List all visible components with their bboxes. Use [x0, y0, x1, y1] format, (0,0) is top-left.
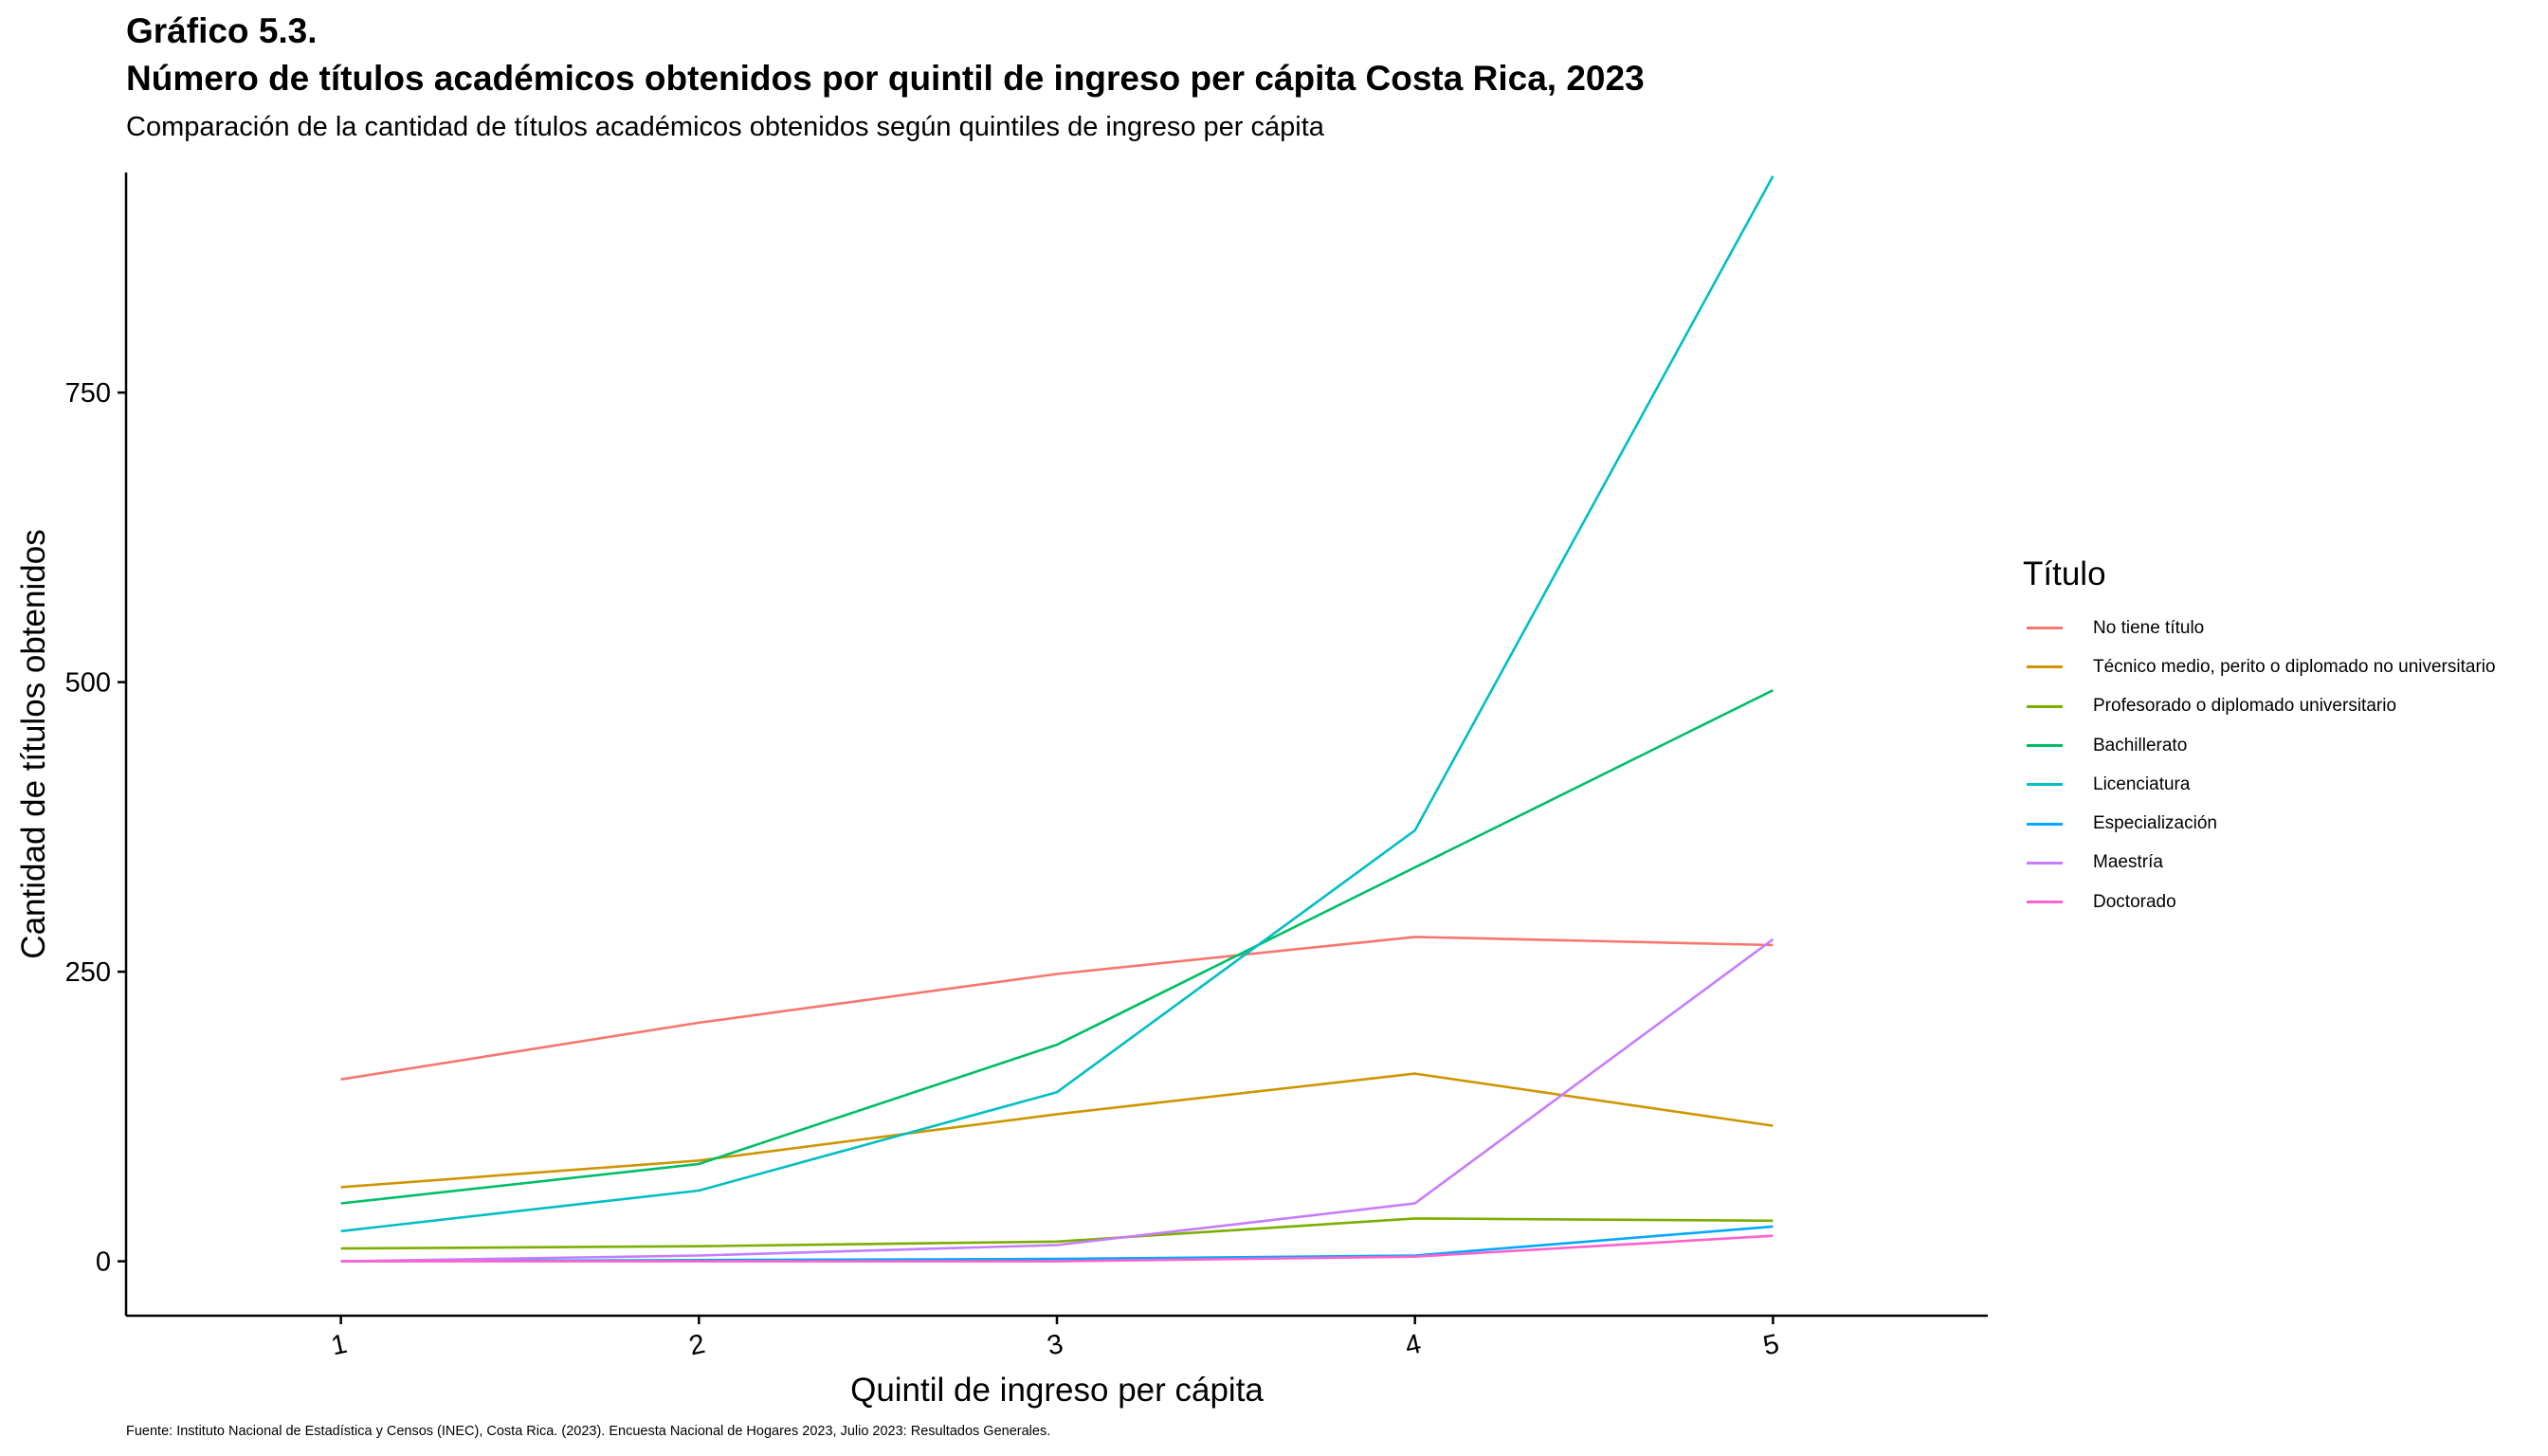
legend-title: Título — [2023, 555, 2106, 592]
series-line-0 — [340, 936, 1774, 1081]
title-block: Gráfico 5.3. Número de títulos académico… — [126, 8, 1645, 146]
legend-label: Profesorado o diplomado universitario — [2093, 696, 2397, 717]
legend-key-line — [2027, 783, 2063, 787]
series-line-1 — [340, 1072, 1774, 1189]
legend-label: Técnico medio, perito o diplomado no uni… — [2093, 656, 2496, 677]
source-caption: Fuente: Instituto Nacional de Estadístic… — [126, 1424, 1051, 1439]
y-tick-label: 250 — [65, 957, 111, 988]
legend: Título No tiene título Técnico medio, per… — [2023, 554, 2496, 921]
y-tick-label: 500 — [65, 668, 111, 699]
series-line-6 — [340, 937, 1774, 1263]
series-lines — [340, 175, 1774, 1263]
x-tick-label: 1 — [329, 1329, 350, 1362]
series-line-3 — [340, 689, 1774, 1205]
legend-item: Especialización — [2023, 804, 2496, 843]
x-axis-title: Quintil de ingreso per cápita — [850, 1372, 1264, 1409]
legend-items: No tiene título Técnico medio, perito o d… — [2023, 609, 2496, 921]
y-axis-ticks: 0 250 500 750 — [65, 378, 126, 1278]
x-tick-label: 2 — [686, 1329, 707, 1362]
legend-item: Maestría — [2023, 844, 2496, 883]
legend-item: Profesorado o diplomado universitario — [2023, 687, 2496, 726]
legend-label: Bachillerato — [2093, 735, 2188, 755]
series-line-4 — [340, 175, 1774, 1233]
legend-key-line — [2027, 627, 2063, 630]
y-axis-title: Cantidad de títulos obtenidos — [15, 529, 52, 958]
x-tick-label: 4 — [1403, 1329, 1424, 1362]
series-line-2 — [340, 1217, 1774, 1250]
y-tick-label: 750 — [65, 378, 111, 409]
legend-item: Bachillerato — [2023, 726, 2496, 765]
series-line-7 — [340, 1234, 1774, 1263]
legend-label: Licenciatura — [2093, 774, 2191, 794]
chart-title-line-2: Número de títulos académicos obtenidos p… — [126, 59, 1645, 98]
legend-label: Especialización — [2093, 813, 2217, 834]
legend-label: Doctorado — [2093, 891, 2176, 912]
chart-title-line-1: Gráfico 5.3. — [126, 11, 318, 50]
y-tick-label: 0 — [96, 1247, 111, 1278]
x-tick-label: 3 — [1045, 1329, 1065, 1362]
legend-key-line — [2027, 822, 2063, 826]
x-axis-ticks: 1 2 3 4 5 — [329, 1316, 1782, 1362]
legend-key-line — [2027, 901, 2063, 904]
legend-key-line — [2027, 704, 2063, 708]
legend-item: Doctorado — [2023, 883, 2496, 921]
legend-key-line — [2027, 744, 2063, 748]
legend-label: Maestría — [2093, 852, 2163, 873]
legend-key-line — [2027, 665, 2063, 669]
legend-key-line — [2027, 861, 2063, 864]
chart-subtitle: Comparación de la cantidad de títulos ac… — [126, 112, 1324, 142]
legend-label: No tiene título — [2093, 617, 2205, 638]
legend-item: Técnico medio, perito o diplomado no uni… — [2023, 647, 2496, 686]
legend-item: Licenciatura — [2023, 765, 2496, 804]
legend-item: No tiene título — [2023, 609, 2496, 647]
x-tick-label: 5 — [1760, 1329, 1781, 1362]
